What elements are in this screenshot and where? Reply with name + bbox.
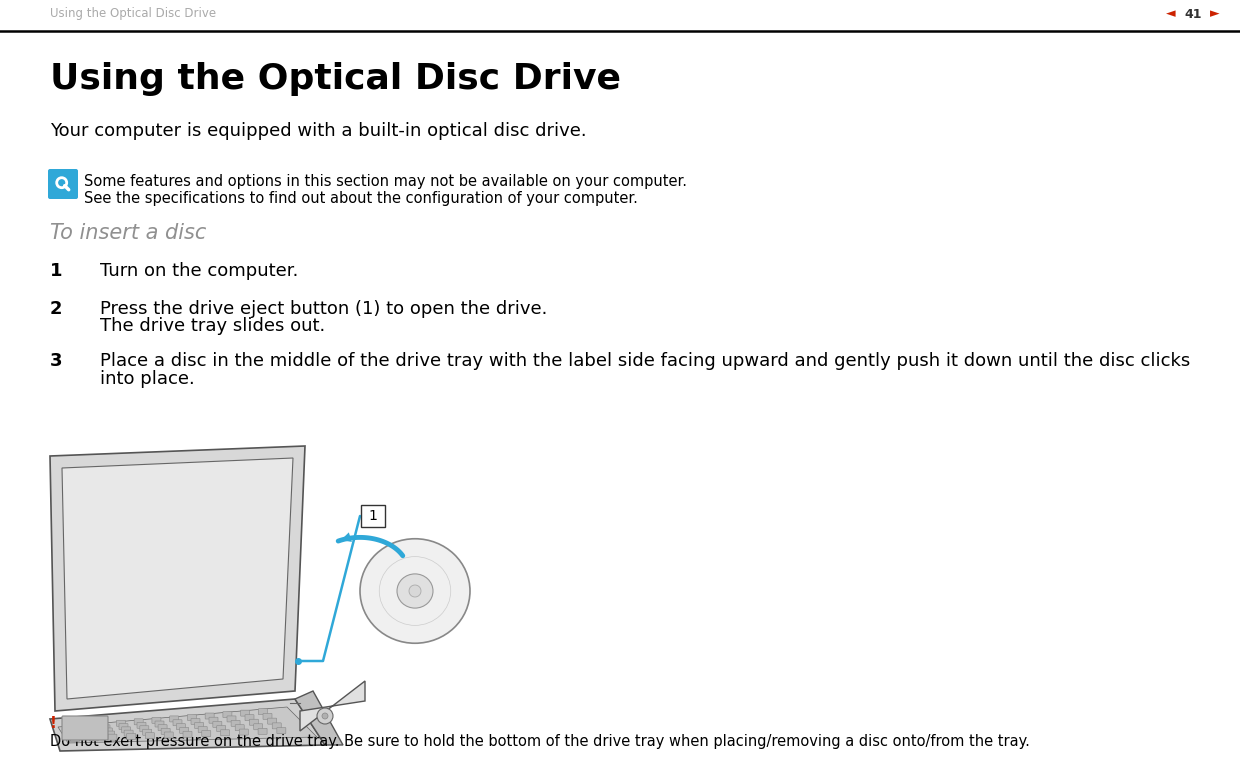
Text: 1: 1 <box>368 509 377 523</box>
FancyBboxPatch shape <box>246 715 254 721</box>
Polygon shape <box>62 458 293 699</box>
Polygon shape <box>50 699 325 751</box>
FancyBboxPatch shape <box>63 725 72 731</box>
FancyBboxPatch shape <box>184 731 192 737</box>
FancyBboxPatch shape <box>89 735 98 741</box>
FancyBboxPatch shape <box>99 722 108 728</box>
FancyBboxPatch shape <box>117 720 125 726</box>
FancyBboxPatch shape <box>277 728 286 733</box>
FancyBboxPatch shape <box>126 733 135 739</box>
FancyBboxPatch shape <box>124 730 133 736</box>
FancyBboxPatch shape <box>205 713 215 719</box>
FancyBboxPatch shape <box>108 734 117 740</box>
FancyBboxPatch shape <box>174 719 182 726</box>
FancyBboxPatch shape <box>62 716 108 740</box>
Text: Do not exert pressure on the drive tray. Be sure to hold the bottom of the drive: Do not exert pressure on the drive tray.… <box>50 734 1030 749</box>
FancyBboxPatch shape <box>191 719 200 725</box>
Text: 3: 3 <box>50 352 62 370</box>
FancyBboxPatch shape <box>187 715 196 720</box>
Text: The drive tray slides out.: The drive tray slides out. <box>100 317 325 335</box>
FancyBboxPatch shape <box>223 712 232 718</box>
FancyBboxPatch shape <box>145 732 155 739</box>
Text: Some features and options in this section may not be available on your computer.: Some features and options in this sectio… <box>84 174 687 189</box>
FancyBboxPatch shape <box>71 736 79 742</box>
FancyBboxPatch shape <box>258 709 268 715</box>
Text: Press the drive eject button (1) to open the drive.: Press the drive eject button (1) to open… <box>100 300 547 318</box>
FancyBboxPatch shape <box>217 726 226 732</box>
FancyBboxPatch shape <box>155 721 164 727</box>
FancyBboxPatch shape <box>83 726 92 732</box>
FancyBboxPatch shape <box>164 732 174 738</box>
FancyBboxPatch shape <box>361 505 384 527</box>
FancyBboxPatch shape <box>122 727 130 732</box>
FancyBboxPatch shape <box>136 723 146 729</box>
Text: 41: 41 <box>1184 8 1202 21</box>
FancyBboxPatch shape <box>273 723 281 729</box>
Polygon shape <box>300 681 365 731</box>
Text: into place.: into place. <box>100 370 195 388</box>
Text: 2: 2 <box>50 300 62 318</box>
Text: To insert a disc: To insert a disc <box>50 223 206 243</box>
Text: See the specifications to find out about the configuration of your computer.: See the specifications to find out about… <box>84 191 637 206</box>
Polygon shape <box>50 446 305 711</box>
Text: Place a disc in the middle of the drive tray with the label side facing upward a: Place a disc in the middle of the drive … <box>100 352 1190 370</box>
Ellipse shape <box>397 574 433 608</box>
FancyBboxPatch shape <box>195 723 203 729</box>
FancyBboxPatch shape <box>221 729 229 736</box>
Text: ◄: ◄ <box>1166 8 1176 21</box>
Text: Your computer is equipped with a built-in optical disc drive.: Your computer is equipped with a built-i… <box>50 122 587 140</box>
Circle shape <box>322 713 329 719</box>
FancyBboxPatch shape <box>68 733 78 739</box>
Circle shape <box>409 585 422 597</box>
FancyBboxPatch shape <box>105 731 114 737</box>
FancyBboxPatch shape <box>227 716 236 722</box>
FancyBboxPatch shape <box>100 725 110 731</box>
FancyBboxPatch shape <box>249 719 258 726</box>
FancyBboxPatch shape <box>81 723 91 729</box>
FancyBboxPatch shape <box>241 710 249 716</box>
FancyBboxPatch shape <box>48 169 78 199</box>
Text: Using the Optical Disc Drive: Using the Optical Disc Drive <box>50 8 216 21</box>
FancyBboxPatch shape <box>180 727 188 733</box>
FancyBboxPatch shape <box>140 726 149 732</box>
FancyBboxPatch shape <box>157 725 167 731</box>
FancyBboxPatch shape <box>161 729 170 734</box>
FancyBboxPatch shape <box>64 727 74 733</box>
FancyBboxPatch shape <box>134 719 143 725</box>
FancyBboxPatch shape <box>198 726 207 732</box>
FancyBboxPatch shape <box>103 728 113 734</box>
FancyBboxPatch shape <box>239 729 248 735</box>
Text: Using the Optical Disc Drive: Using the Optical Disc Drive <box>50 62 621 96</box>
FancyBboxPatch shape <box>67 730 76 736</box>
Ellipse shape <box>360 538 470 644</box>
FancyBboxPatch shape <box>153 717 161 723</box>
FancyBboxPatch shape <box>268 718 277 724</box>
Circle shape <box>317 708 334 724</box>
Polygon shape <box>58 707 317 743</box>
FancyBboxPatch shape <box>119 723 128 729</box>
FancyBboxPatch shape <box>170 716 179 722</box>
FancyBboxPatch shape <box>210 717 218 723</box>
Text: ►: ► <box>1210 8 1220 21</box>
FancyBboxPatch shape <box>143 729 151 736</box>
FancyBboxPatch shape <box>231 720 241 726</box>
FancyBboxPatch shape <box>87 732 97 738</box>
Text: 1: 1 <box>50 262 62 280</box>
Text: !: ! <box>50 716 57 731</box>
FancyBboxPatch shape <box>86 729 94 735</box>
FancyBboxPatch shape <box>176 723 185 729</box>
FancyBboxPatch shape <box>202 730 211 736</box>
FancyBboxPatch shape <box>258 729 267 734</box>
Polygon shape <box>295 691 343 745</box>
Text: Turn on the computer.: Turn on the computer. <box>100 262 299 280</box>
FancyBboxPatch shape <box>254 724 263 729</box>
FancyBboxPatch shape <box>263 713 272 719</box>
FancyBboxPatch shape <box>236 725 244 731</box>
FancyBboxPatch shape <box>213 722 222 727</box>
